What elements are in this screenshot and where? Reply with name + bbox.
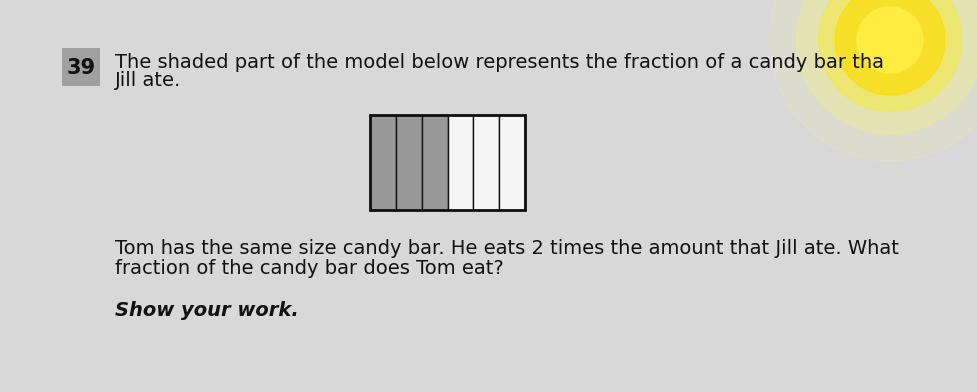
Text: The shaded part of the model below represents the fraction of a candy bar tha: The shaded part of the model below repre… [115, 53, 884, 71]
Text: fraction of the candy bar does Tom eat?: fraction of the candy bar does Tom eat? [115, 258, 504, 278]
Bar [370, 115, 396, 210]
Bar [62, 48, 100, 86]
Circle shape [819, 0, 961, 111]
Bar [422, 115, 447, 210]
Text: Show your work.: Show your work. [115, 301, 299, 319]
Text: 39: 39 [66, 58, 96, 78]
Bar [499, 115, 525, 210]
Bar [396, 115, 422, 210]
Bar [447, 115, 473, 210]
Circle shape [796, 0, 977, 134]
Bar [473, 115, 499, 210]
Circle shape [857, 7, 923, 73]
Circle shape [835, 0, 945, 95]
Text: Tom has the same size candy bar. He eats 2 times the amount that Jill ate. What: Tom has the same size candy bar. He eats… [115, 238, 899, 258]
Bar [370, 115, 525, 210]
Text: Jill ate.: Jill ate. [115, 71, 182, 89]
Circle shape [769, 0, 977, 161]
